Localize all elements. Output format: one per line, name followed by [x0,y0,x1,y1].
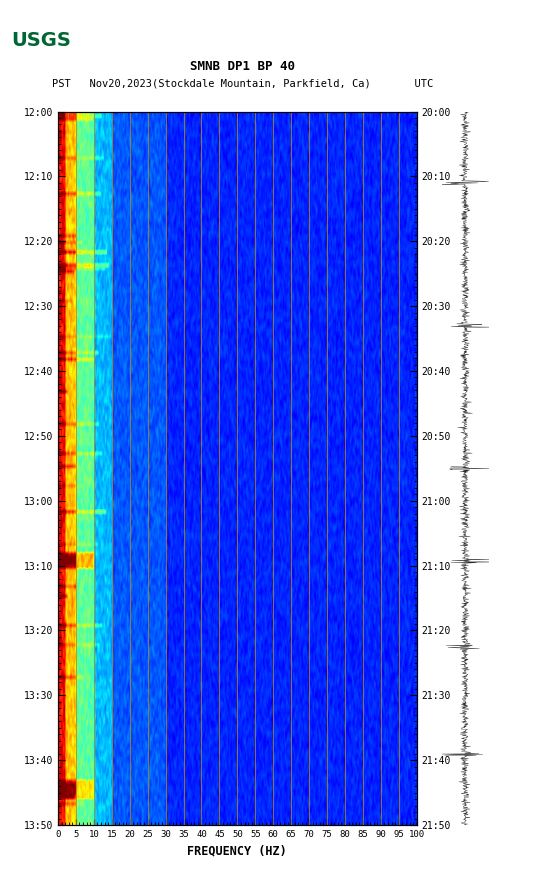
Text: PST   Nov20,2023(Stockdale Mountain, Parkfield, Ca)       UTC: PST Nov20,2023(Stockdale Mountain, Parkf… [52,78,433,89]
Text: SMNB DP1 BP 40: SMNB DP1 BP 40 [190,61,295,73]
Text: USGS: USGS [11,30,71,50]
X-axis label: FREQUENCY (HZ): FREQUENCY (HZ) [188,845,287,857]
